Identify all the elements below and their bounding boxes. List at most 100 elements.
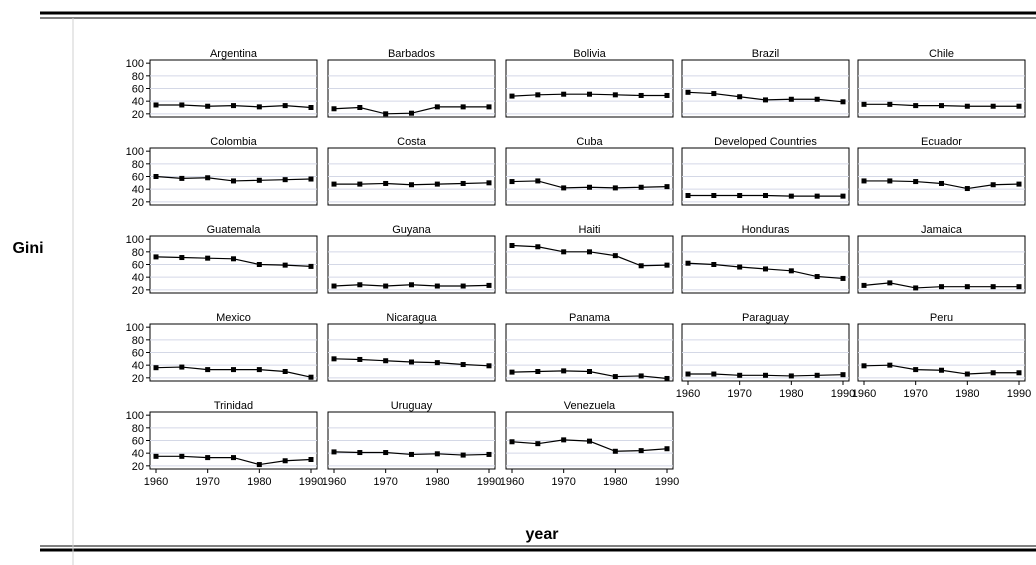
- panel-title: Jamaica: [921, 224, 963, 236]
- data-point: [460, 180, 466, 186]
- panel-title: Chile: [929, 48, 954, 60]
- panel-panama: Panama: [505, 312, 674, 382]
- data-point: [509, 439, 515, 445]
- data-point: [763, 266, 768, 272]
- x-tick-label: 1980: [247, 476, 271, 488]
- data-point: [1016, 103, 1022, 109]
- data-point: [939, 103, 944, 109]
- panel-developed-countries: Developed Countries: [681, 136, 850, 206]
- data-point: [939, 180, 944, 186]
- y-axis-label: Gini: [12, 240, 43, 257]
- x-tick-label: 1960: [322, 476, 346, 488]
- data-point: [434, 181, 440, 187]
- data-point: [256, 367, 262, 373]
- data-point: [861, 282, 867, 288]
- x-tick-label: 1990: [831, 388, 855, 400]
- y-tick-label: 80: [132, 247, 144, 259]
- x-tick-label: 1960: [144, 476, 168, 488]
- y-tick-label: 60: [132, 260, 144, 272]
- data-point: [814, 96, 820, 102]
- panel-title: Colombia: [210, 136, 257, 148]
- y-tick-label: 20: [132, 373, 144, 385]
- data-point: [990, 370, 996, 376]
- data-point: [990, 103, 996, 109]
- data-point: [205, 255, 211, 261]
- y-tick-label: 60: [132, 172, 144, 184]
- panel-title: Panama: [569, 312, 611, 324]
- x-tick-label: 1980: [603, 476, 627, 488]
- data-point: [638, 184, 644, 190]
- data-point: [561, 368, 567, 374]
- panel-cuba: Cuba: [505, 136, 674, 206]
- y-tick-label: 20: [132, 461, 144, 473]
- data-point: [861, 363, 867, 369]
- data-point: [685, 371, 691, 377]
- data-point: [788, 268, 794, 274]
- data-point: [282, 262, 288, 268]
- data-point: [990, 182, 996, 188]
- data-point: [331, 356, 337, 362]
- data-point: [256, 262, 262, 267]
- data-point: [205, 367, 211, 373]
- y-tick-label: 40: [132, 96, 144, 108]
- data-point: [179, 453, 185, 459]
- data-point: [357, 356, 363, 362]
- x-tick-label: 1970: [373, 476, 397, 488]
- data-point: [638, 92, 644, 98]
- data-point: [231, 103, 236, 109]
- x-tick-label: 1970: [551, 476, 575, 488]
- panel-honduras: Honduras: [681, 224, 850, 294]
- data-point: [308, 457, 314, 462]
- data-point: [913, 179, 919, 185]
- panel-nicaragua: Nicaragua: [327, 312, 496, 382]
- y-tick-label: 20: [132, 197, 144, 209]
- data-point: [231, 367, 236, 373]
- data-point: [939, 367, 944, 373]
- data-point: [814, 274, 820, 280]
- data-point: [887, 101, 893, 107]
- y-tick-label: 100: [126, 410, 144, 422]
- data-point: [638, 448, 644, 454]
- data-point: [913, 103, 919, 109]
- panel-title: Cuba: [576, 136, 603, 148]
- y-tick-label: 80: [132, 159, 144, 171]
- panel-title: Barbados: [388, 48, 436, 60]
- data-point: [308, 176, 314, 182]
- data-point: [509, 369, 515, 375]
- data-point: [231, 455, 236, 461]
- data-point: [153, 102, 159, 108]
- data-point: [763, 372, 768, 378]
- data-point: [409, 359, 414, 365]
- data-point: [383, 180, 389, 186]
- panel-title: Honduras: [742, 224, 790, 236]
- panel-paraguay: Paraguay 1960 1970 1980 1990: [676, 312, 855, 400]
- data-point: [887, 178, 893, 184]
- data-point: [486, 282, 492, 288]
- data-point: [231, 256, 236, 262]
- data-point: [331, 449, 337, 455]
- data-point: [964, 186, 970, 192]
- data-point: [409, 182, 414, 188]
- x-tick-label: 1960: [852, 388, 876, 400]
- data-point: [460, 452, 466, 458]
- panel-title: Brazil: [752, 48, 780, 60]
- panel-title: Argentina: [210, 48, 258, 60]
- data-point: [788, 373, 794, 379]
- data-point: [737, 193, 743, 198]
- data-point: [1016, 370, 1022, 376]
- data-point: [711, 193, 717, 198]
- data-point: [509, 243, 515, 248]
- y-tick-label: 40: [132, 272, 144, 284]
- data-point: [587, 91, 592, 97]
- data-point: [861, 101, 867, 107]
- data-point: [763, 193, 768, 198]
- data-point: [434, 360, 440, 366]
- data-point: [357, 181, 363, 187]
- data-point: [737, 372, 743, 378]
- data-point: [535, 244, 541, 250]
- data-point: [737, 94, 743, 100]
- data-point: [153, 453, 159, 459]
